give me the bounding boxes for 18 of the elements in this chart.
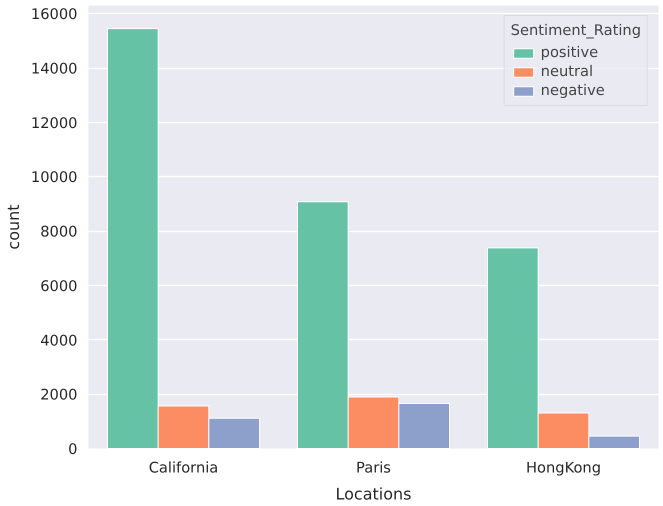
y-tick-label: 4000 <box>40 332 78 350</box>
legend-title: Sentiment_Rating <box>510 22 641 39</box>
y-tick-label: 2000 <box>40 386 78 404</box>
x-tick-label: California <box>148 460 218 476</box>
legend-label: neutral <box>540 63 594 80</box>
y-tick-label: 10000 <box>30 169 78 186</box>
legend-label: negative <box>540 82 605 99</box>
x-tick-label: Paris <box>356 460 391 476</box>
x-axis-title: Locations <box>335 484 412 504</box>
y-axis-title: count <box>4 204 23 250</box>
y-tick-label: 16000 <box>30 6 78 24</box>
y-tick-label: 12000 <box>30 114 78 132</box>
y-tick-label: 8000 <box>40 224 78 241</box>
y-tick-label: 14000 <box>30 60 78 78</box>
y-tick-label: 0 <box>68 441 78 458</box>
legend-label: positive <box>540 44 598 61</box>
x-tick-label: HongKong <box>526 460 602 476</box>
y-tick-label: 6000 <box>40 278 78 295</box>
